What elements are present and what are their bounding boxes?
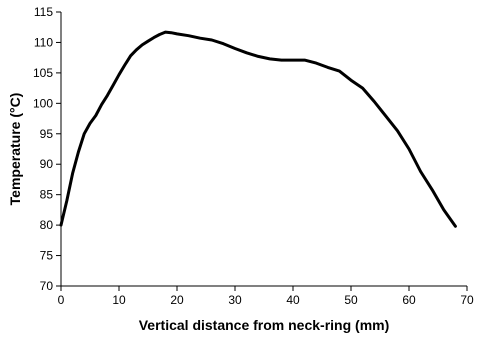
y-tick-label: 115 <box>34 5 53 19</box>
y-tick-label: 105 <box>33 66 53 80</box>
y-tick-label: 90 <box>40 157 54 171</box>
x-tick-label: 40 <box>286 293 300 307</box>
y-tick-label: 95 <box>40 127 54 141</box>
x-tick-label: 10 <box>112 293 126 307</box>
x-tick-label: 0 <box>58 293 65 307</box>
x-tick-label: 70 <box>460 293 474 307</box>
y-tick-label: 70 <box>40 279 54 293</box>
y-tick-label: 80 <box>40 218 54 232</box>
temperature-series-line <box>59 30 457 228</box>
y-tick-label: 110 <box>34 35 53 49</box>
x-tick-label: 20 <box>170 293 184 307</box>
x-ticks: 0 10 20 30 40 50 60 70 <box>58 286 474 307</box>
y-ticks: 70 75 80 85 90 95 100 105 110 115 <box>33 5 61 293</box>
y-tick-label: 100 <box>33 96 53 110</box>
x-axis-title: Vertical distance from neck-ring (mm) <box>139 317 390 333</box>
y-axis-title: Temperature (°C) <box>7 93 23 206</box>
x-tick-label: 30 <box>228 293 242 307</box>
plot-area <box>59 30 457 228</box>
y-tick-label: 75 <box>40 249 54 263</box>
y-tick-label: 85 <box>40 188 54 202</box>
x-tick-label: 60 <box>402 293 416 307</box>
x-tick-label: 50 <box>344 293 358 307</box>
